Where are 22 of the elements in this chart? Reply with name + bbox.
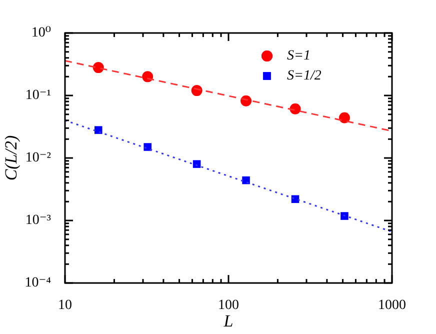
x-tick-label: 100 [218,298,239,314]
point [290,103,301,114]
legend-label: S=1/2 [287,68,322,84]
y-tick-label: 10⁻⁴ [24,276,52,291]
y-tick-label: 10⁰ [31,26,52,41]
point [142,71,154,82]
point [291,195,300,203]
point [340,212,348,220]
point [92,62,104,74]
x-tick-label: 1000 [378,298,406,314]
point [144,143,152,151]
point [338,112,350,124]
x-axis-title: L [222,311,234,330]
y-axis-title: C(L/2) [2,134,21,181]
y-tick-label: 10⁻¹ [25,88,51,104]
legend-label: S=1 [287,48,310,64]
y-tick-label: 10⁻² [25,150,51,166]
x-tick-label: 10 [58,298,72,314]
point [94,126,102,134]
point [242,176,250,184]
point [192,160,201,168]
y-tick-label: 10⁻³ [25,213,51,228]
